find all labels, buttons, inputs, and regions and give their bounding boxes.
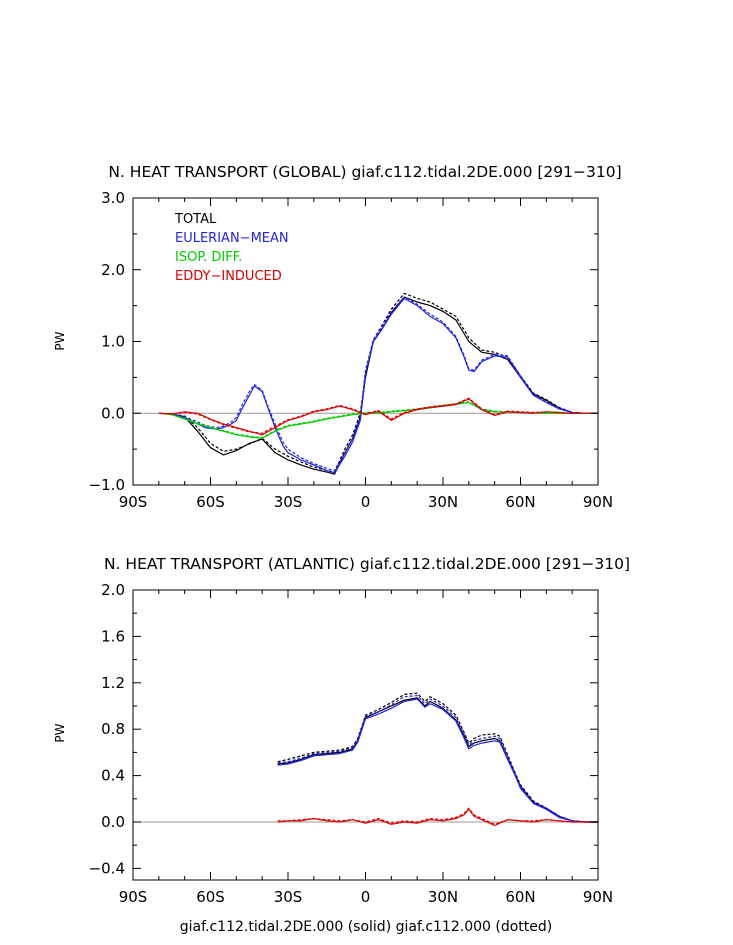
atlantic-y-tick-label: −0.4	[89, 859, 125, 877]
atlantic-x-tick-label: 60S	[196, 888, 225, 906]
global-panel: N. HEAT TRANSPORT (GLOBAL) giaf.c112.tid…	[53, 163, 622, 511]
atlantic-plot-frame	[132, 589, 599, 881]
atlantic-y-tick-label: 0.8	[101, 720, 125, 738]
global-legend: TOTAL EULERIAN−MEAN ISOP. DIFF. EDDY−IND…	[174, 212, 289, 284]
atlantic-panel-title: N. HEAT TRANSPORT (ATLANTIC) giaf.c112.t…	[104, 555, 630, 573]
atlantic-y-tick-label: 1.6	[101, 627, 125, 645]
atlantic-series-total-solid	[277, 697, 598, 823]
global-y-tick-label: 1.0	[101, 333, 125, 351]
global-x-tick-label: 30N	[428, 493, 458, 511]
global-series-isop-diff-solid	[158, 401, 598, 439]
atlantic-x-tick-label: 30S	[274, 888, 303, 906]
atlantic-y-tick-label: 0.4	[101, 767, 125, 785]
legend-isop-diff: ISOP. DIFF.	[175, 250, 242, 265]
global-series-eulerian-mean-solid	[158, 297, 598, 474]
atlantic-series-eulerian-mean-dotted	[277, 694, 598, 823]
atlantic-x-tick-label: 90S	[119, 888, 148, 906]
atlantic-series-total-dotted	[277, 692, 598, 823]
atlantic-series-eddy-induced-solid	[277, 808, 598, 827]
global-x-tick-label: 30S	[274, 493, 303, 511]
legend-eddy-induced: EDDY−INDUCED	[175, 269, 282, 284]
global-series-isop-diff-dotted	[158, 401, 598, 439]
atlantic-y-tick-label: 1.2	[101, 674, 125, 692]
atlantic-y-axis-label: PW	[53, 723, 67, 742]
global-y-axis-label: PW	[53, 331, 67, 350]
atlantic-series-eulerian-mean-solid	[277, 698, 598, 823]
global-panel-title: N. HEAT TRANSPORT (GLOBAL) giaf.c112.tid…	[108, 163, 621, 181]
atlantic-y-tick-label: 2.0	[101, 581, 125, 599]
global-y-tick-label: 3.0	[101, 189, 125, 207]
global-series-eulerian-mean-dotted	[158, 296, 598, 472]
atlantic-x-tick-label: 30N	[428, 888, 458, 906]
atlantic-x-tick-label: 90N	[583, 888, 613, 906]
global-series-eddy-induced-solid	[158, 398, 598, 436]
atlantic-x-tick-label: 0	[361, 888, 371, 906]
global-x-tick-label: 0	[361, 493, 371, 511]
legend-eulerian-mean: EULERIAN−MEAN	[175, 231, 289, 246]
global-x-tick-label: 90S	[119, 493, 148, 511]
atlantic-series-eddy-induced-dotted	[277, 807, 598, 825]
global-y-tick-label: 2.0	[101, 261, 125, 279]
atlantic-panel: N. HEAT TRANSPORT (ATLANTIC) giaf.c112.t…	[53, 555, 630, 935]
legend-total: TOTAL	[174, 212, 217, 227]
footer-caption: giaf.c112.tidal.2DE.000 (solid) giaf.c11…	[180, 919, 552, 935]
global-x-tick-label: 60N	[505, 493, 535, 511]
global-series-total-solid	[158, 296, 598, 475]
atlantic-y-tick-label: 0.0	[101, 813, 125, 831]
global-series-eddy-induced-dotted	[158, 397, 598, 434]
global-y-tick-label: 0.0	[101, 404, 125, 422]
atlantic-x-tick-label: 60N	[505, 888, 535, 906]
global-x-tick-label: 60S	[196, 493, 225, 511]
global-x-tick-label: 90N	[583, 493, 613, 511]
global-y-tick-label: −1.0	[89, 476, 125, 494]
global-series-total-dotted	[158, 292, 598, 473]
